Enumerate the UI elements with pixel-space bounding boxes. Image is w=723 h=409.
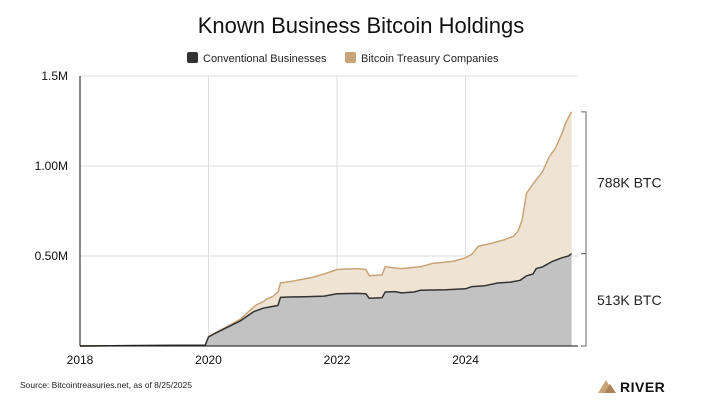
bracket-0 <box>581 111 587 255</box>
legend-label-treasury: Bitcoin Treasury Companies <box>361 53 499 65</box>
x-axis-ticks: 2018 2020 2022 2024 <box>67 353 480 367</box>
legend: Conventional Businesses Bitcoin Treasury… <box>187 52 499 65</box>
bracket-label-1: 513K BTC <box>597 292 662 308</box>
y-tick-label-1: 1.00M <box>35 159 68 173</box>
brackets: 788K BTC 513K BTC <box>581 111 662 347</box>
area-conventional-fill <box>80 253 572 346</box>
y-tick-label-0: 0.50M <box>35 249 68 263</box>
source-note: Source: Bitcointreasuries.net, as of 8/2… <box>20 380 192 390</box>
x-tick-label-2: 2022 <box>324 353 351 367</box>
bracket-label-0: 788K BTC <box>597 175 662 191</box>
legend-swatch-treasury <box>345 52 356 63</box>
legend-swatch-conventional <box>187 52 198 63</box>
x-tick-label-3: 2024 <box>452 353 479 367</box>
area-treasury-line <box>79 111 573 347</box>
bracket-1 <box>581 253 587 347</box>
plot-areas <box>79 111 573 347</box>
chart-title: Known Business Bitcoin Holdings <box>198 13 525 38</box>
x-tick-label-1: 2020 <box>195 353 222 367</box>
legend-label-conventional: Conventional Businesses <box>203 53 327 65</box>
area-conventional-line <box>79 253 573 347</box>
x-tick-label-0: 2018 <box>67 353 94 367</box>
area-treasury-fill <box>80 111 572 346</box>
y-tick-label-2: 1.5M <box>41 69 68 83</box>
brand-logo: RIVER <box>598 379 665 395</box>
axes <box>79 76 578 347</box>
river-mountain-icon <box>598 380 616 393</box>
y-axis-ticks: 0.50M 1.00M 1.5M <box>35 69 68 263</box>
brand-name: RIVER <box>620 379 665 395</box>
